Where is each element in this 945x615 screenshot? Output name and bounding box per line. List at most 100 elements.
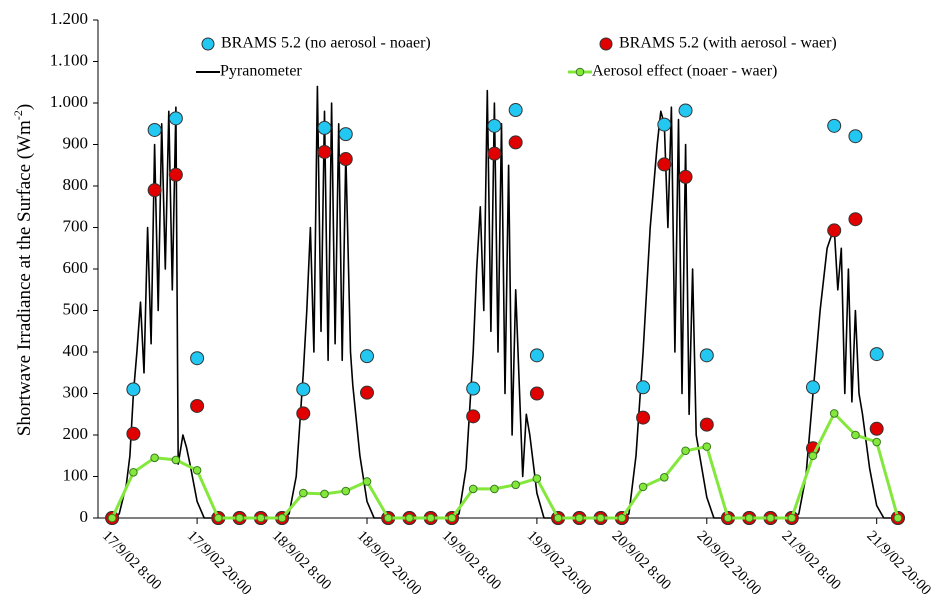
data-point	[553, 513, 563, 523]
data-point	[744, 513, 754, 523]
legend-marker	[599, 37, 613, 51]
data-point	[235, 513, 244, 523]
data-point	[699, 348, 714, 363]
data-point	[150, 453, 159, 463]
y-tick-label: 600	[63, 258, 89, 277]
data-point	[487, 146, 502, 161]
y-label-superscript: -2	[11, 110, 25, 120]
data-point	[723, 513, 733, 523]
data-point	[171, 455, 181, 465]
data-point	[447, 513, 457, 523]
data-point	[296, 382, 311, 397]
data-point	[660, 473, 669, 482]
y-tick-label: 500	[63, 299, 89, 318]
data-point	[466, 381, 481, 396]
legend-marker	[201, 37, 215, 51]
y-tick-label: 1.200	[50, 9, 88, 28]
data-point	[362, 477, 372, 486]
data-point	[766, 513, 775, 523]
data-point	[468, 484, 478, 494]
data-point	[827, 118, 842, 133]
x-tick-label: 19/9/02 20:00	[524, 528, 595, 599]
data-point	[678, 169, 693, 184]
data-point	[678, 103, 693, 118]
data-point	[636, 410, 651, 425]
data-point	[466, 409, 481, 424]
data-point	[851, 430, 860, 440]
data-point	[487, 118, 502, 133]
data-point	[575, 513, 584, 523]
data-point	[829, 409, 839, 418]
y-label-text: Shortwave Irradiance at the Surface (Wm	[14, 120, 35, 436]
y-tick-label: 200	[63, 424, 89, 443]
data-point	[787, 513, 797, 523]
series-line	[110, 411, 900, 520]
data-point	[848, 129, 863, 144]
data-point	[317, 144, 332, 159]
data-point	[827, 223, 842, 238]
data-point	[214, 513, 223, 523]
data-point	[317, 120, 332, 135]
data-point	[296, 406, 311, 421]
data-point	[360, 349, 374, 364]
y-tick-label: 900	[63, 133, 89, 152]
data-point	[341, 486, 351, 496]
data-point	[320, 489, 329, 499]
legend-label: BRAMS 5.2 (with aerosol - waer)	[619, 35, 837, 52]
data-point	[126, 426, 141, 441]
data-point	[681, 446, 690, 456]
data-point	[893, 513, 903, 523]
data-point	[190, 351, 205, 366]
data-point	[511, 480, 520, 490]
data-point	[657, 117, 672, 132]
x-tick-label: 19/9/02 8:00	[439, 528, 504, 593]
y-tick-label: 1.100	[50, 50, 88, 69]
x-tick-label: 18/9/02 20:00	[354, 528, 425, 599]
data-point	[126, 382, 141, 397]
data-point	[360, 385, 374, 400]
data-point	[702, 442, 712, 451]
y-tick-label: 1.000	[50, 92, 88, 111]
data-point	[256, 513, 266, 523]
data-point	[508, 103, 523, 118]
data-point	[869, 347, 884, 362]
data-point	[508, 135, 523, 150]
data-point	[638, 482, 648, 492]
data-point	[338, 152, 353, 167]
legend-label: Aerosol effect (noaer - waer)	[592, 63, 777, 80]
x-tick-label: 20/9/02 20:00	[694, 528, 765, 599]
data-point	[147, 183, 162, 198]
data-point	[405, 513, 414, 523]
data-point	[190, 398, 205, 413]
data-point	[532, 474, 542, 483]
y-axis-label: Shortwave Irradiance at the Surface (Wm-…	[11, 104, 36, 436]
data-point	[383, 513, 393, 523]
y-tick-label: 400	[63, 341, 89, 360]
data-point	[636, 380, 651, 395]
y-tick-label: 300	[63, 382, 89, 401]
y-tick-label: 100	[63, 465, 89, 484]
series-line	[111, 85, 898, 519]
y-label-text: )	[14, 104, 35, 110]
x-tick-label: 17/9/02 20:00	[184, 528, 255, 599]
data-point	[848, 212, 863, 227]
data-point	[129, 468, 138, 477]
data-point	[699, 417, 714, 432]
data-point	[869, 421, 884, 436]
data-point	[147, 122, 162, 137]
x-tick-label: 20/9/02 8:00	[609, 528, 674, 593]
x-tick-label: 21/9/02 20:00	[863, 528, 934, 599]
data-point	[529, 348, 544, 363]
x-tick-label: 21/9/02 8:00	[778, 528, 843, 593]
data-point	[192, 465, 202, 475]
data-point	[617, 513, 627, 523]
data-point	[596, 513, 605, 523]
y-tick-label: 800	[63, 175, 89, 194]
data-point	[805, 380, 820, 395]
x-tick-label: 17/9/02 8:00	[99, 528, 164, 593]
x-tick-label: 18/9/02 8:00	[269, 528, 334, 593]
legend-label: BRAMS 5.2 (no aerosol - noaer)	[221, 35, 431, 52]
data-point	[490, 484, 499, 494]
data-point	[168, 167, 183, 182]
